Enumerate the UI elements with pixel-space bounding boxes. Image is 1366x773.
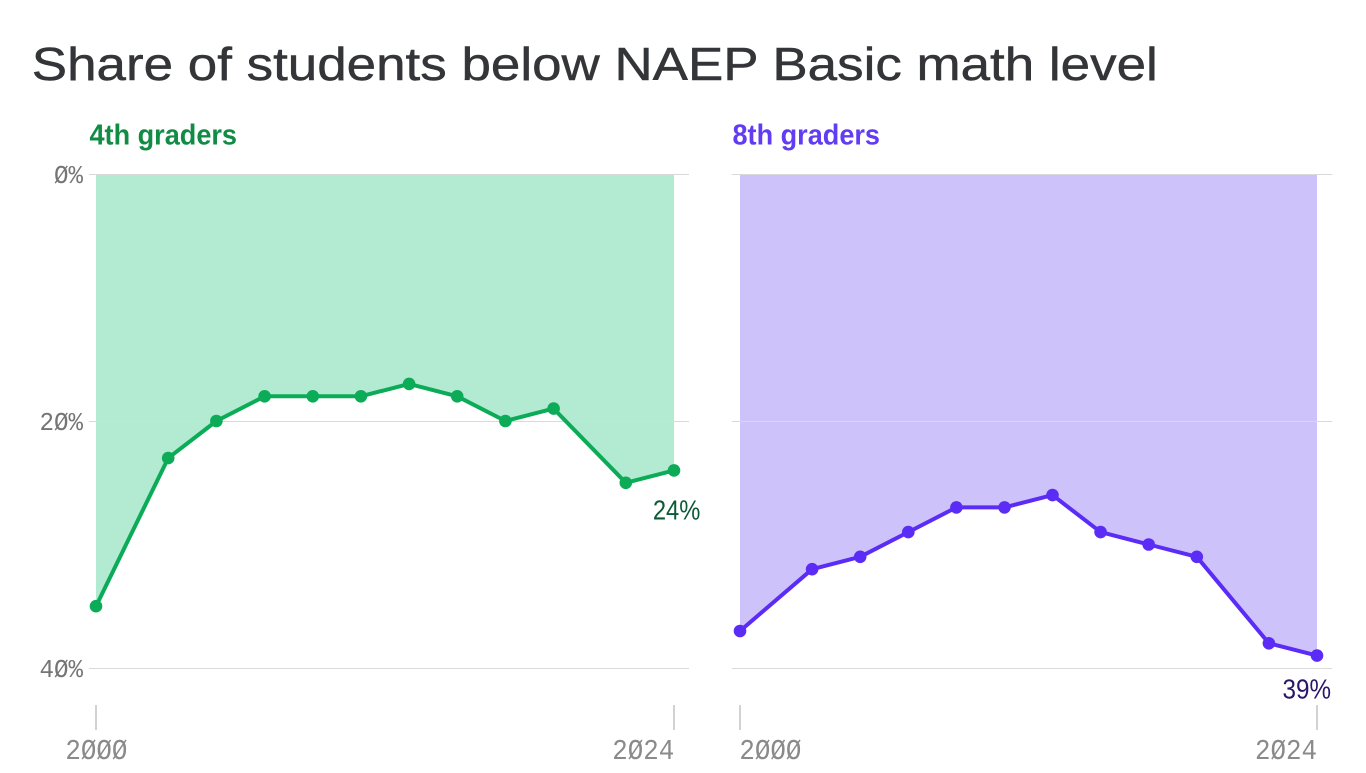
svg-text:4Ø%: 4Ø%: [40, 655, 84, 685]
svg-text:39%: 39%: [1283, 674, 1332, 705]
svg-text:Ø%: Ø%: [54, 161, 83, 191]
svg-text:Share of students below NAEP B: Share of students below NAEP Basic math …: [32, 38, 1158, 90]
svg-text:2ØØØ: 2ØØØ: [739, 735, 801, 768]
svg-text:2Ø%: 2Ø%: [40, 408, 84, 438]
svg-text:2Ø24: 2Ø24: [612, 735, 674, 768]
svg-text:2Ø24: 2Ø24: [1255, 735, 1317, 768]
svg-text:4th graders: 4th graders: [90, 120, 238, 152]
svg-text:8th graders: 8th graders: [733, 120, 881, 152]
svg-text:2ØØØ: 2ØØØ: [65, 735, 127, 768]
svg-text:24%: 24%: [653, 494, 701, 525]
